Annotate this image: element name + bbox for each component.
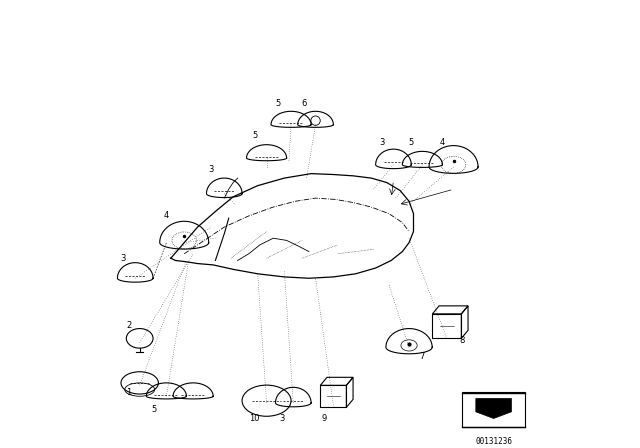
Text: 5: 5 [152,405,157,414]
Text: 8: 8 [460,336,465,345]
Text: 1: 1 [126,388,131,397]
Text: 3: 3 [120,254,126,263]
Text: 3: 3 [380,138,385,147]
Text: 5: 5 [409,138,414,147]
Text: 9: 9 [322,414,327,423]
Text: 5: 5 [275,99,280,108]
Text: 4: 4 [440,138,445,147]
Text: 2: 2 [126,320,131,329]
Text: 5: 5 [253,131,258,140]
Text: 00131236: 00131236 [475,437,512,446]
Polygon shape [476,398,511,418]
Text: 3: 3 [280,414,285,423]
Text: 6: 6 [301,99,307,108]
Text: 7: 7 [419,352,424,361]
Text: 4: 4 [164,211,169,220]
Text: 3: 3 [208,165,214,174]
Text: 10: 10 [249,414,259,423]
